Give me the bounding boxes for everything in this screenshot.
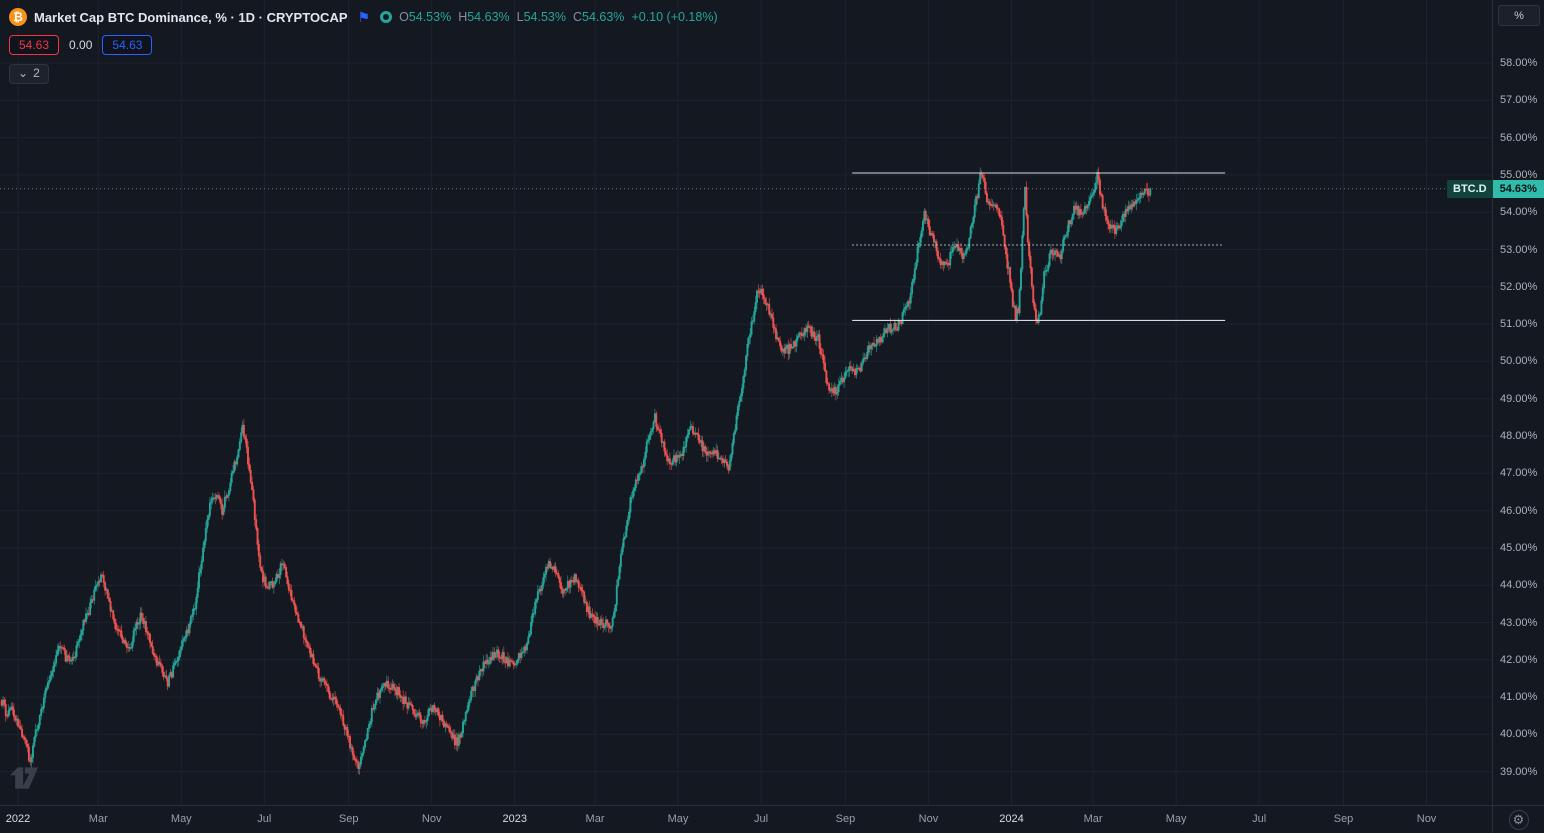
price-tick-label: 40.00% (1500, 728, 1538, 741)
buy-level-box[interactable]: 54.63 (102, 35, 153, 55)
settings-gear-icon[interactable]: ⚙ (1508, 809, 1529, 830)
time-tick-label: Sep (835, 813, 856, 825)
chart-legend: ₿ Market Cap BTC Dominance, % · 1D · CRY… (9, 7, 718, 84)
time-tick-label: 2022 (5, 813, 31, 825)
chevron-down-icon: ⌄ (18, 66, 29, 80)
time-tick-label: May (170, 813, 192, 825)
indicator-tray-toggle[interactable]: ⌄ 2 (9, 64, 49, 84)
price-tick-label: 45.00% (1500, 541, 1538, 554)
axis-corner: ⚙ (1492, 805, 1544, 833)
change-value: +0.10 (+0.18%) (631, 10, 718, 24)
time-tick-label: Jul (1252, 813, 1267, 825)
tradingview-logo[interactable] (9, 765, 39, 791)
bitcoin-icon: ₿ (9, 8, 27, 26)
time-tick-label: Nov (918, 813, 939, 825)
price-tick-label: 41.00% (1500, 691, 1538, 704)
time-tick-label: Sep (1333, 813, 1354, 825)
sell-level-box[interactable]: 54.63 (9, 35, 60, 55)
legend-row-levels: 54.63 0.00 54.63 (9, 35, 718, 55)
price-tick-label: 57.00% (1500, 94, 1538, 107)
close-value: 54.63% (582, 10, 625, 24)
price-tick-label: 55.00% (1500, 168, 1538, 181)
time-tick-label: Mar (585, 813, 605, 825)
price-tick-label: 58.00% (1500, 57, 1538, 69)
time-tick-label: 2023 (502, 813, 527, 825)
price-tick-label: 51.00% (1500, 318, 1538, 331)
price-tick-label: 54.00% (1500, 206, 1538, 219)
time-axis[interactable]: 2022 Mar May Jul Sep Nov 2023 Mar May Jul Sep Nov 20… (0, 805, 1492, 833)
ohlc-values: O 54.53% H 54.63% L 54.53% C 54.63% +0.10 (+… (392, 10, 718, 24)
low-value: 54.53% (523, 10, 566, 24)
price-tick-label: 49.00% (1500, 392, 1538, 405)
time-tick-label: Jul (257, 813, 272, 825)
market-status-icon[interactable] (380, 11, 393, 23)
price-tick-label: 56.00% (1500, 131, 1538, 144)
candlestick-chart[interactable]: ₿ Market Cap BTC Dominance, % · 1D · CRY… (0, 0, 1492, 805)
indicator-tray-count: 2 (33, 66, 40, 80)
low-label: L (516, 10, 524, 24)
high-label: H (458, 10, 468, 24)
symbol-tag: BTC.D (1447, 179, 1493, 198)
flag-icon[interactable]: ⚑ (357, 9, 371, 25)
time-tick-label: May (1165, 813, 1187, 825)
price-tick-label: 50.00% (1500, 355, 1538, 368)
open-value: 54.53% (408, 10, 452, 24)
open-label: O (399, 10, 409, 24)
price-tick-label: 42.00% (1500, 653, 1538, 666)
time-tick-label: May (667, 813, 689, 825)
price-tick-label: 48.00% (1500, 430, 1538, 442)
close-label: C (573, 10, 583, 24)
chart-title[interactable]: Market Cap BTC Dominance, % · 1D · CRYPT… (34, 9, 348, 25)
price-tick-label: 52.00% (1500, 280, 1538, 293)
price-tick-label: 43.00% (1500, 616, 1538, 629)
time-tick-label: Jul (754, 813, 769, 825)
legend-row-title: ₿ Market Cap BTC Dominance, % · 1D · CRY… (9, 7, 718, 27)
time-tick-label: Sep (338, 813, 359, 825)
legend-row-tray: ⌄ 2 (9, 64, 718, 84)
percent-unit-button[interactable]: % (1498, 5, 1540, 26)
time-tick-label: Nov (1416, 813, 1437, 825)
price-tick-label: 44.00% (1500, 579, 1538, 592)
spread-value: 0.00 (69, 38, 93, 52)
time-tick-label: 2024 (999, 813, 1024, 825)
time-tick-label: Mar (88, 813, 108, 825)
time-tick-label: Mar (1083, 813, 1103, 825)
price-tick-label: 46.00% (1500, 504, 1538, 517)
price-tick-label: 39.00% (1500, 765, 1538, 778)
high-value: 54.63% (467, 10, 510, 24)
last-price-label: BTC.D 54.63% (1447, 179, 1544, 198)
last-price-value: 54.63% (1492, 179, 1544, 198)
tradingview-logo-glyph (9, 767, 39, 789)
chart-canvas[interactable] (0, 0, 1492, 805)
bitcoin-glyph: ₿ (13, 10, 23, 24)
price-tick-label: 53.00% (1500, 243, 1538, 256)
time-tick-label: Nov (421, 813, 442, 825)
price-axis[interactable]: % 58.00% 57.00% 56.00% 55.00% 54.00% 53.00% 52… (1492, 0, 1544, 805)
price-tick-label: 47.00% (1500, 467, 1538, 480)
